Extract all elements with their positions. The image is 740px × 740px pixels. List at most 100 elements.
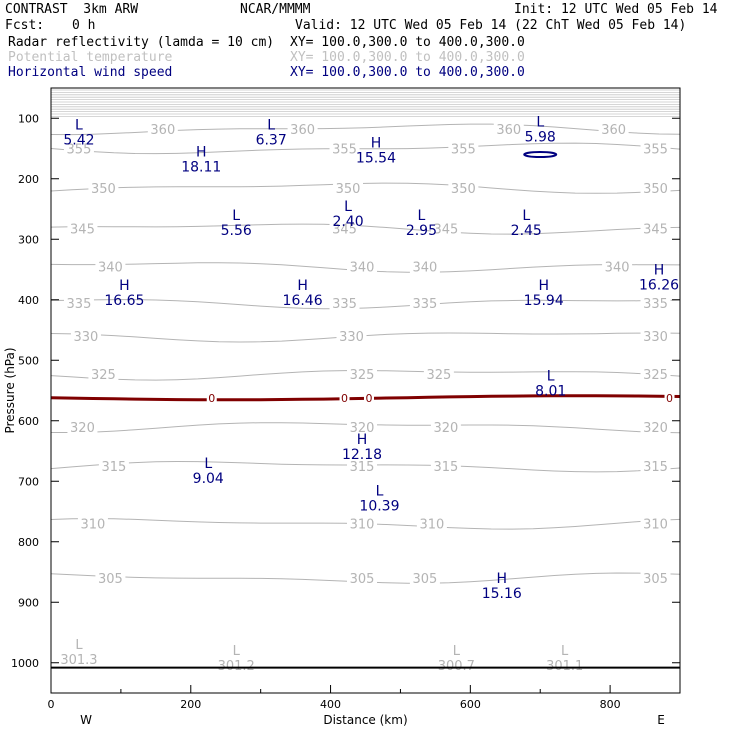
y-tick-label: 300 <box>18 233 39 246</box>
field-reflectivity-name: Radar reflectivity (lamda = 10 cm) <box>8 35 275 50</box>
wind-extremum-value: 5.56 <box>221 223 252 239</box>
wind-extremum-marker: L <box>536 114 544 130</box>
theta-label-bg <box>602 259 633 274</box>
y-tick-label: 500 <box>18 354 39 367</box>
y-tick-label: 200 <box>18 173 39 186</box>
wind-extremum-value: 16.26 <box>639 278 679 294</box>
wind-extremum-value: 16.65 <box>104 293 144 309</box>
theta-label-bg <box>63 295 94 310</box>
theta-contour-label: 340 <box>98 260 123 275</box>
wind-extremum-value: 18.11 <box>181 160 221 176</box>
reflectivity-contour-label: 0 <box>666 392 673 405</box>
source-label: NCAR/MMMM <box>240 2 311 17</box>
theta-label-bg <box>347 459 378 474</box>
wind-extremum-marker: L <box>376 483 384 499</box>
x-tick-label: 0 <box>48 698 55 711</box>
wind-extremum-value: 2.95 <box>406 223 437 239</box>
theta-label-bg <box>409 259 440 274</box>
theta-contour-label: 335 <box>332 297 357 312</box>
theta-contour-label: 340 <box>412 260 437 275</box>
theta-extremum-value: 300.7 <box>438 659 475 674</box>
theta-contour-label: 330 <box>74 330 99 345</box>
theta-label-bg <box>95 259 126 274</box>
theta-contour-label: 360 <box>601 123 626 138</box>
x-tick-label: 400 <box>320 698 341 711</box>
wind-extremum-marker: L <box>344 199 352 215</box>
theta-contour-label: 350 <box>91 182 116 197</box>
y-tick-label: 800 <box>18 536 39 549</box>
wind-extremum-value: 15.54 <box>356 151 396 167</box>
theta-contour-label: 305 <box>350 572 375 587</box>
theta-contour-label: 350 <box>336 182 361 197</box>
theta-label-bg <box>640 367 671 382</box>
wind-extremum-value: 5.42 <box>63 132 94 148</box>
reflectivity-label-bg <box>664 391 675 404</box>
init-time: Init: 12 UTC Wed 05 Feb 14 <box>514 2 718 17</box>
theta-label-bg <box>287 122 318 137</box>
wind-extremum-value: 6.37 <box>256 132 287 148</box>
wind-contour-cell <box>523 151 558 159</box>
theta-contour-label: 345 <box>70 222 95 237</box>
theta-label-bg <box>77 516 108 531</box>
y-tick-label: 100 <box>18 112 39 125</box>
theta-contour-label: 310 <box>350 518 375 533</box>
theta-contour-label: 345 <box>643 222 668 237</box>
theta-label-bg <box>147 122 178 137</box>
theta-label-bg <box>329 141 360 156</box>
field-wind-name: Horizontal wind speed <box>8 65 173 80</box>
theta-label-bg <box>333 180 364 195</box>
model-title: CONTRAST 3km ARW <box>5 2 139 17</box>
theta-contour-label: 335 <box>412 297 437 312</box>
theta-label-bg <box>347 571 378 586</box>
fcst-label: Fcst: <box>5 18 45 33</box>
theta-contour-label: 320 <box>70 421 95 436</box>
wind-extremum-value: 2.40 <box>332 214 363 230</box>
theta-extremum-marker: L <box>75 638 83 653</box>
wind-extremum-value: 15.94 <box>524 293 564 309</box>
theta-label-bg <box>347 419 378 434</box>
theta-extremum-value: 301.2 <box>218 659 255 674</box>
theta-label-bg <box>416 516 447 531</box>
theta-contour-label: 325 <box>643 368 668 383</box>
theta-contour-label: 305 <box>643 572 668 587</box>
reflectivity-label-bg <box>339 391 350 404</box>
wind-extremum-marker: L <box>418 208 426 224</box>
theta-contour-label: 305 <box>98 572 123 587</box>
wind-extremum-marker: L <box>547 369 555 385</box>
theta-contour-label: 325 <box>350 368 375 383</box>
theta-contour-label: 325 <box>426 368 451 383</box>
theta-label-bg <box>88 180 119 195</box>
west-label: W <box>80 713 92 727</box>
theta-label-bg <box>598 122 629 137</box>
wind-extremum-marker: L <box>75 117 83 133</box>
x-tick-label: 200 <box>180 698 201 711</box>
theta-label-bg <box>88 367 119 382</box>
wind-extremum-value: 12.18 <box>342 447 382 463</box>
theta-contour-label: 355 <box>451 143 476 158</box>
y-tick-label: 700 <box>18 475 39 488</box>
reflectivity-label-bg <box>363 391 374 404</box>
y-tick-label: 400 <box>18 294 39 307</box>
theta-contour-label: 305 <box>412 572 437 587</box>
theta-contour-label: 340 <box>350 260 375 275</box>
east-label: E <box>657 713 665 727</box>
theta-contour-label: 345 <box>332 222 357 237</box>
theta-contour-label: 320 <box>433 421 458 436</box>
theta-label-bg <box>448 180 479 195</box>
wind-extremum-value: 16.46 <box>283 293 323 309</box>
x-tick-label: 600 <box>460 698 481 711</box>
reflectivity-contour-label: 0 <box>341 392 348 405</box>
theta-contour-label: 325 <box>91 368 116 383</box>
theta-contour-label: 310 <box>419 518 444 533</box>
theta-extremum-marker: L <box>561 644 569 659</box>
wind-extremum-marker: H <box>357 432 368 448</box>
theta-label-bg <box>640 180 671 195</box>
theta-label-bg <box>430 221 461 236</box>
y-tick-label: 900 <box>18 596 39 609</box>
wind-extremum-marker: H <box>196 145 207 161</box>
theta-contour-label: 355 <box>67 143 92 158</box>
theta-extremum-marker: L <box>453 644 461 659</box>
valid-time: Valid: 12 UTC Wed 05 Feb 14 (22 ChT Wed … <box>295 18 687 33</box>
theta-label-bg <box>329 221 360 236</box>
theta-label-bg <box>409 571 440 586</box>
